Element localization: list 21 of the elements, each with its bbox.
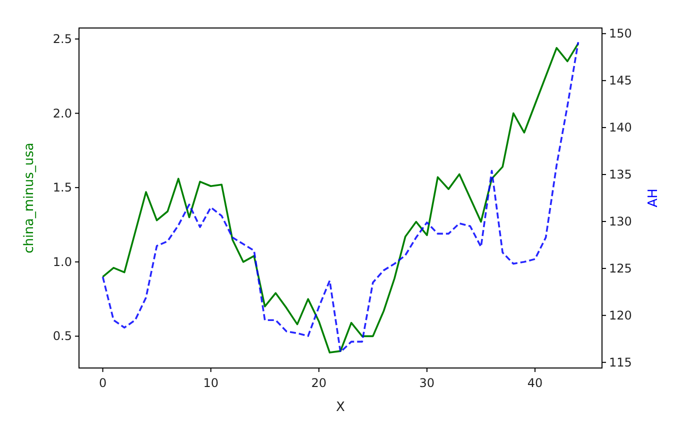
y2-tick-label: 150 [609,26,632,41]
x-axis-title: X [336,400,346,415]
x-tick-label: 30 [419,376,435,390]
y2-tick-label: 140 [609,120,632,135]
y-axis-title: china_minus_usa [22,142,37,254]
y-tick-label: 2.5 [52,32,72,46]
x-tick-label: 20 [311,376,327,390]
y-tick-label: 1.0 [52,254,72,269]
y2-axis-title: AH [646,188,661,208]
y2-tick-label: 115 [609,355,632,370]
y2-tick-label: 145 [609,74,632,88]
y-tick-label: 1.5 [52,180,72,195]
y2-tick-label: 135 [609,168,632,182]
y2-tick-label: 125 [609,261,632,276]
x-tick-label: 10 [203,376,218,390]
y-tick-label: 2.0 [52,106,72,120]
y-tick-label: 0.5 [52,329,72,344]
y2-tick-label: 120 [609,308,632,322]
x-tick-label: 0 [98,376,107,390]
y2-tick-label: 130 [609,214,632,228]
x-tick-label: 40 [527,376,543,390]
